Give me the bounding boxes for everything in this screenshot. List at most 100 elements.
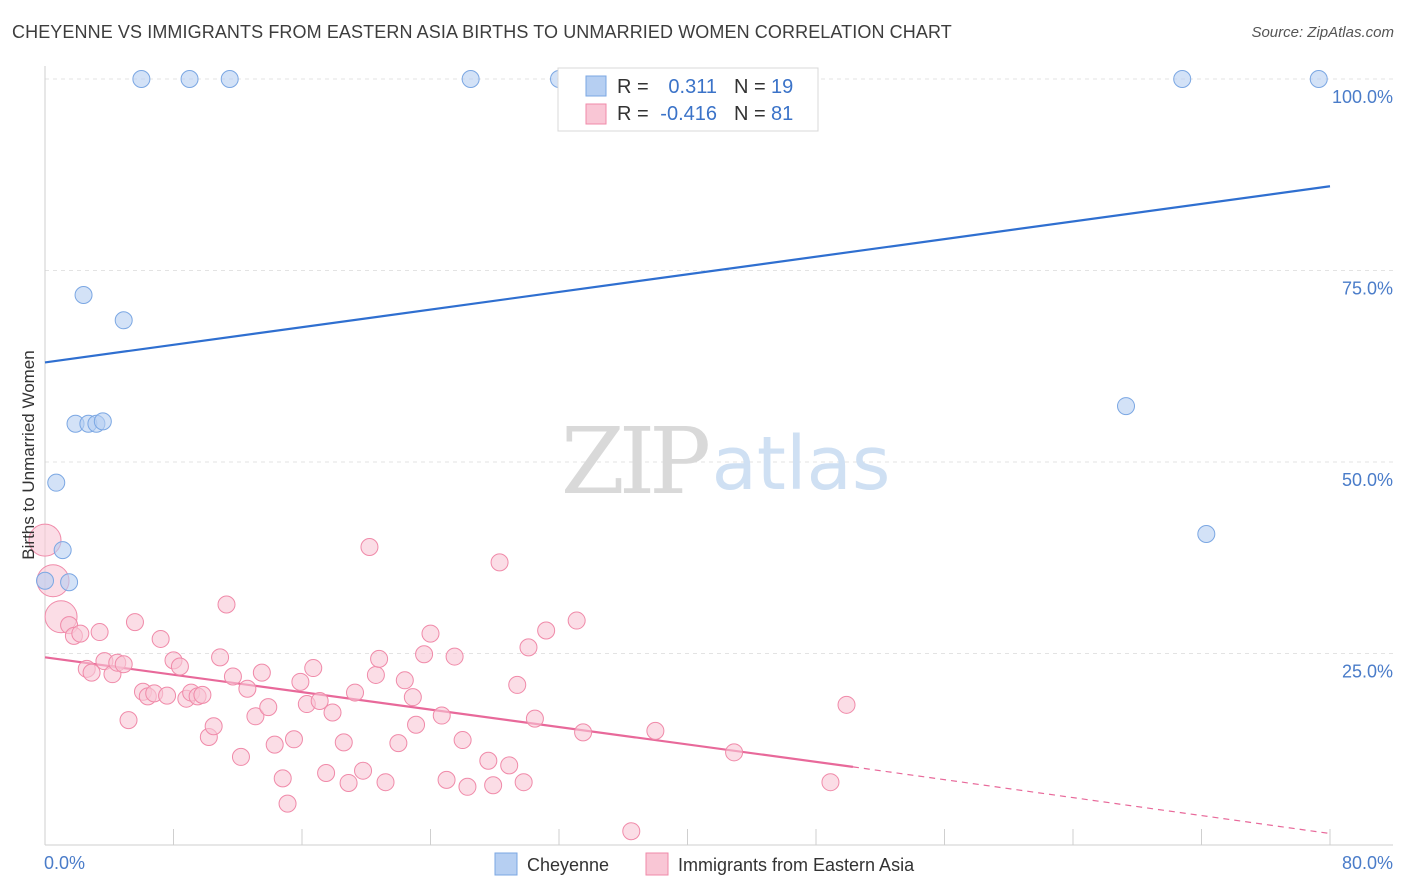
immigrants-point — [252, 663, 271, 682]
immigrants-point — [82, 663, 101, 682]
immigrants-point — [71, 624, 90, 643]
source-credit: Source: ZipAtlas.com — [1251, 24, 1394, 41]
immigrants-point — [508, 675, 527, 694]
immigrants-point — [389, 734, 408, 753]
legend-swatch-immigrants — [645, 852, 669, 876]
immigrants-point — [339, 773, 358, 792]
cheyenne-point — [60, 573, 79, 592]
immigrants-point — [291, 672, 310, 691]
immigrants-point — [354, 761, 373, 780]
stats-legend: R = 0.311 N = 19 R = -0.416 N = 81 — [557, 67, 819, 132]
stats-r-value-cheyenne: 0.311 — [668, 76, 717, 98]
immigrants-point — [407, 715, 426, 734]
stats-n-label-immigrants: N = — [734, 103, 766, 125]
cheyenne-point — [47, 473, 66, 492]
gridlines — [45, 78, 1393, 654]
cheyenne-point — [93, 412, 112, 431]
y-tick-label-25: 25.0% — [1342, 662, 1393, 682]
immigrants-point — [837, 695, 856, 714]
cheyenne-point — [1197, 525, 1216, 544]
immigrants-point — [415, 645, 434, 664]
cheyenne-point — [1309, 70, 1328, 88]
stats-r-label-cheyenne: R = — [617, 76, 649, 98]
x-tick-label-min: 0.0% — [44, 853, 85, 873]
immigrants-point — [217, 595, 236, 614]
immigrants-point — [479, 751, 498, 770]
immigrants-point — [622, 822, 641, 841]
cheyenne-point — [1117, 397, 1136, 416]
y-axis-title: Births to Unmarried Women — [19, 350, 38, 559]
immigrants-point — [265, 735, 284, 754]
bottom-legend: Cheyenne Immigrants from Eastern Asia — [494, 852, 915, 876]
cheyenne-point — [220, 70, 239, 88]
y-tick-label-75: 75.0% — [1342, 279, 1393, 299]
immigrants-point — [421, 624, 440, 643]
immigrants-point — [114, 655, 133, 674]
cheyenne-point — [74, 286, 93, 305]
immigrants-point — [246, 707, 265, 726]
immigrants-point — [158, 686, 177, 705]
legend-label-immigrants: Immigrants from Eastern Asia — [678, 855, 915, 875]
immigrants-point — [525, 709, 544, 728]
stats-swatch-immigrants — [585, 103, 607, 125]
immigrants-point — [284, 730, 303, 749]
watermark-atlas: atlas — [712, 421, 891, 507]
stats-n-value-cheyenne: 19 — [771, 76, 793, 98]
watermark-zip: ZIP — [561, 408, 708, 515]
stats-swatch-cheyenne — [585, 75, 607, 97]
y-tick-label-50: 50.0% — [1342, 470, 1393, 490]
cheyenne-point — [1173, 70, 1192, 88]
immigrants-point — [519, 638, 538, 657]
trend-line-immigrants-extrapolated — [852, 766, 1331, 835]
immigrants-point — [821, 773, 840, 792]
cheyenne-point — [461, 70, 480, 88]
immigrants-point — [231, 747, 250, 766]
stats-n-label-cheyenne: N = — [734, 76, 766, 98]
immigrants-point — [432, 706, 451, 725]
watermark: ZIP atlas — [561, 408, 891, 515]
stats-n-value-immigrants: 81 — [771, 103, 793, 125]
immigrants-point — [437, 770, 456, 789]
y-tick-labels: 25.0% 50.0% 75.0% 100.0% — [1332, 87, 1393, 682]
immigrants-point — [223, 667, 242, 686]
stats-r-value-immigrants: -0.416 — [660, 103, 717, 125]
y-tick-label-100: 100.0% — [1332, 87, 1393, 107]
immigrants-point — [238, 679, 257, 698]
immigrants-point — [725, 743, 744, 762]
trend-line-cheyenne — [44, 185, 1331, 364]
immigrants-point — [170, 657, 189, 676]
immigrants-point — [574, 723, 593, 742]
cheyenne-point — [36, 571, 54, 590]
immigrants-point — [500, 756, 519, 775]
immigrants-point — [151, 629, 170, 648]
immigrants-point — [376, 773, 395, 792]
immigrants-point — [484, 776, 503, 795]
immigrants-point — [370, 649, 389, 668]
immigrants-point — [278, 794, 297, 813]
immigrants-point — [537, 621, 556, 640]
immigrants-point — [304, 659, 323, 678]
immigrants-point — [366, 665, 385, 684]
immigrants-point — [204, 717, 223, 736]
immigrants-point — [334, 733, 353, 752]
immigrants-point — [310, 691, 329, 710]
immigrants-point — [323, 703, 342, 722]
stats-r-label-immigrants: R = — [617, 103, 649, 125]
cheyenne-point — [132, 70, 151, 88]
immigrants-point — [259, 698, 278, 717]
cheyenne-point — [180, 70, 199, 88]
immigrants-point — [395, 671, 414, 690]
legend-label-cheyenne: Cheyenne — [527, 855, 609, 875]
immigrants-point — [445, 647, 464, 666]
immigrants-point — [346, 683, 365, 702]
x-tick-label-max: 80.0% — [1342, 853, 1393, 873]
immigrants-point — [403, 688, 422, 707]
immigrants-point — [90, 623, 109, 642]
immigrants-point — [119, 711, 138, 730]
series-points — [28, 70, 1328, 841]
immigrants-point — [193, 685, 212, 704]
chart-title: CHEYENNE VS IMMIGRANTS FROM EASTERN ASIA… — [12, 22, 952, 42]
immigrants-point — [273, 769, 292, 788]
immigrants-point — [458, 777, 477, 796]
